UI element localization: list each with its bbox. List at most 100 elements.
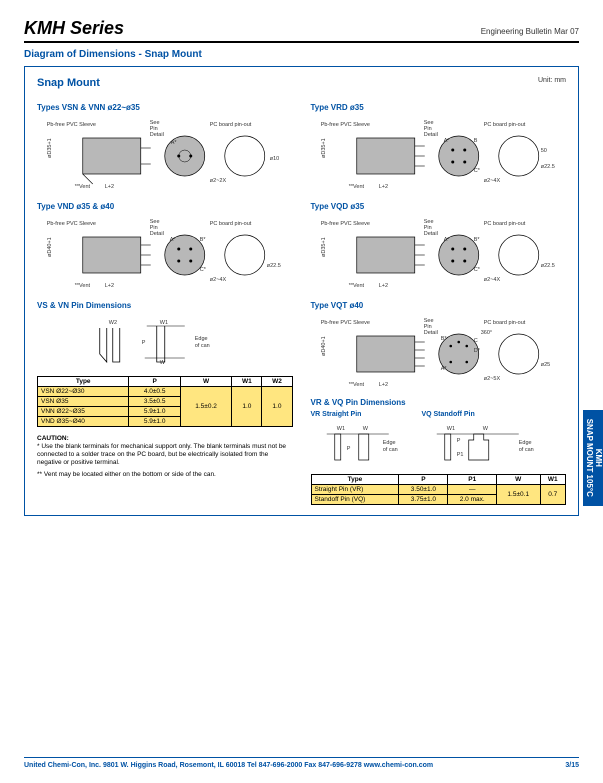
svg-text:L+2: L+2 [105,184,114,190]
block-vqt-vrvq: Type VQT ø40 Pb-free PVC Sleeve SeePinDe… [311,297,567,505]
vsn-vnn-title: Types VSN & VNN ø22~ø35 [37,103,293,112]
svg-text:W2: W2 [109,320,117,326]
table-cell: 3.50±1.0 [399,485,448,495]
th-w2: W2 [262,377,292,387]
svg-text:A*: A* [170,237,177,243]
vrd-title: Type VRD ø35 [311,103,567,112]
svg-text:A*: A* [443,138,450,144]
svg-text:A*: A* [171,140,178,146]
svg-text:D*: D* [473,348,480,354]
table-cell: 1.5±0.2 [180,387,231,427]
svg-text:C: C [473,338,477,344]
table-cell: VNN Ø22~Ø35 [38,407,129,417]
svg-text:L+2: L+2 [378,382,387,388]
vnd-title: Type VND ø35 & ø40 [37,202,293,211]
th: Type [311,475,399,485]
side-tab-text: KMHSNAP MOUNT 105°C [584,419,602,497]
svg-text:W1: W1 [336,426,344,432]
table-cell: 1.0 [232,387,262,427]
main-content-box: Snap Mount Unit: mm Types VSN & VNN ø22~… [24,66,579,516]
svg-text:ø2~5X: ø2~5X [483,376,500,382]
svg-text:**Vent: **Vent [75,283,91,289]
table-cell: 2.0 max. [448,495,497,505]
svg-text:PC board pin-out: PC board pin-out [483,221,525,227]
th-type: Type [38,377,129,387]
svg-text:of can: of can [382,447,397,453]
vrvq-pin-table: Type P P1 W W1 Straight Pin (VR)3.50±1.0… [311,474,567,505]
diagram-vrvq-pin: W1W Edgeof can P W1W Edgeof can P P1 [311,420,567,468]
table-cell: Straight Pin (VR) [311,485,399,495]
table-cell: — [448,485,497,495]
svg-text:ø2~4X: ø2~4X [483,277,500,283]
svg-text:ø22.5: ø22.5 [540,263,554,269]
svg-text:W: W [482,426,488,432]
svg-text:L+2: L+2 [378,283,387,289]
th-w1: W1 [232,377,262,387]
svg-text:**Vent: **Vent [348,382,364,388]
table-cell: 0.7 [540,485,565,505]
svg-text:360°: 360° [480,330,491,336]
svg-text:ø10: ø10 [270,156,279,162]
svg-text:PC board pin-out: PC board pin-out [210,221,252,227]
svg-text:øD40+1: øD40+1 [320,336,326,356]
snap-mount-title: Snap Mount [37,77,100,89]
svg-text:C*: C* [473,168,480,174]
table-cell: Standoff Pin (VQ) [311,495,399,505]
svg-text:PC board pin-out: PC board pin-out [483,122,525,128]
footer-page: 3/15 [565,762,579,769]
table-cell: 5.9±1.0 [129,417,180,427]
svg-text:**Vent: **Vent [348,283,364,289]
th-p: P [129,377,180,387]
svg-text:**Vent: **Vent [75,184,91,190]
svg-text:B*: B* [200,237,207,243]
diagram-vnd: Pb-free PVC Sleeve SeePinDetail PC board… [37,215,293,289]
block-vsn-vnn: Types VSN & VNN ø22~ø35 Pb-free PVC Slee… [37,99,293,190]
series-title: KMH Series [24,18,124,39]
svg-text:Edge: Edge [195,336,208,342]
svg-text:øD35+1: øD35+1 [47,138,53,158]
th: P [399,475,448,485]
table-cell: VND Ø35~Ø40 [38,417,129,427]
svg-text:B*: B* [440,336,447,342]
svg-text:ø22.5: ø22.5 [540,164,554,170]
svg-text:Pb-free PVC Sleeve: Pb-free PVC Sleeve [320,122,369,128]
svg-text:P1: P1 [456,452,463,458]
svg-text:ø2~2X: ø2~2X [210,178,227,184]
svg-text:C*: C* [200,267,207,273]
diagram-vsvn-pin: W2 W1 Edge of can W P [37,314,293,370]
svg-text:Detail: Detail [423,330,437,336]
label-pcboard: PC board pin-out [210,122,252,128]
svg-text:Detail: Detail [150,132,164,138]
caution-block: CAUTION: * Use the blank terminals for m… [37,435,293,479]
svg-text:of can: of can [518,447,533,453]
th: P1 [448,475,497,485]
svg-text:ø25: ø25 [540,362,549,368]
svg-text:Detail: Detail [423,231,437,237]
vsvn-pin-title: VS & VN Pin Dimensions [37,301,293,310]
table-cell: 3.75±1.0 [399,495,448,505]
vqd-title: Type VQD ø35 [311,202,567,211]
footer-company: United Chemi-Con, Inc. 9801 W. Higgins R… [24,762,433,769]
side-tab: KMHSNAP MOUNT 105°C [583,410,603,506]
svg-text:Detail: Detail [423,132,437,138]
block-vnd: Type VND ø35 & ø40 Pb-free PVC Sleeve Se… [37,198,293,289]
svg-text:P: P [456,438,460,444]
unit-label: Unit: mm [538,77,566,89]
block-vsvn-pin: VS & VN Pin Dimensions W2 W1 Edge of can… [37,297,293,505]
th: W [496,475,540,485]
th: W1 [540,475,565,485]
svg-text:Pb-free PVC Sleeve: Pb-free PVC Sleeve [47,221,96,227]
svg-text:L+2: L+2 [105,283,114,289]
table-cell: VSN Ø35 [38,397,129,407]
vsvn-pin-table: Type P W W1 W2 VSN Ø22~Ø304.0±0.51.5±0.2… [37,376,293,427]
svg-text:W1: W1 [446,426,454,432]
svg-text:W: W [362,426,368,432]
svg-text:**Vent: **Vent [348,184,364,190]
svg-text:Edge: Edge [382,440,395,446]
th-w: W [180,377,231,387]
table-cell: 3.5±0.5 [129,397,180,407]
vrvq-pin-title: VR & VQ Pin Dimensions [311,398,567,407]
diagram-vsn-vnn: Pb-free PVC Sleeve See Pin Detail PC boa… [37,116,293,190]
svg-text:PC board pin-out: PC board pin-out [483,320,525,326]
svg-text:ø2~4X: ø2~4X [210,277,227,283]
